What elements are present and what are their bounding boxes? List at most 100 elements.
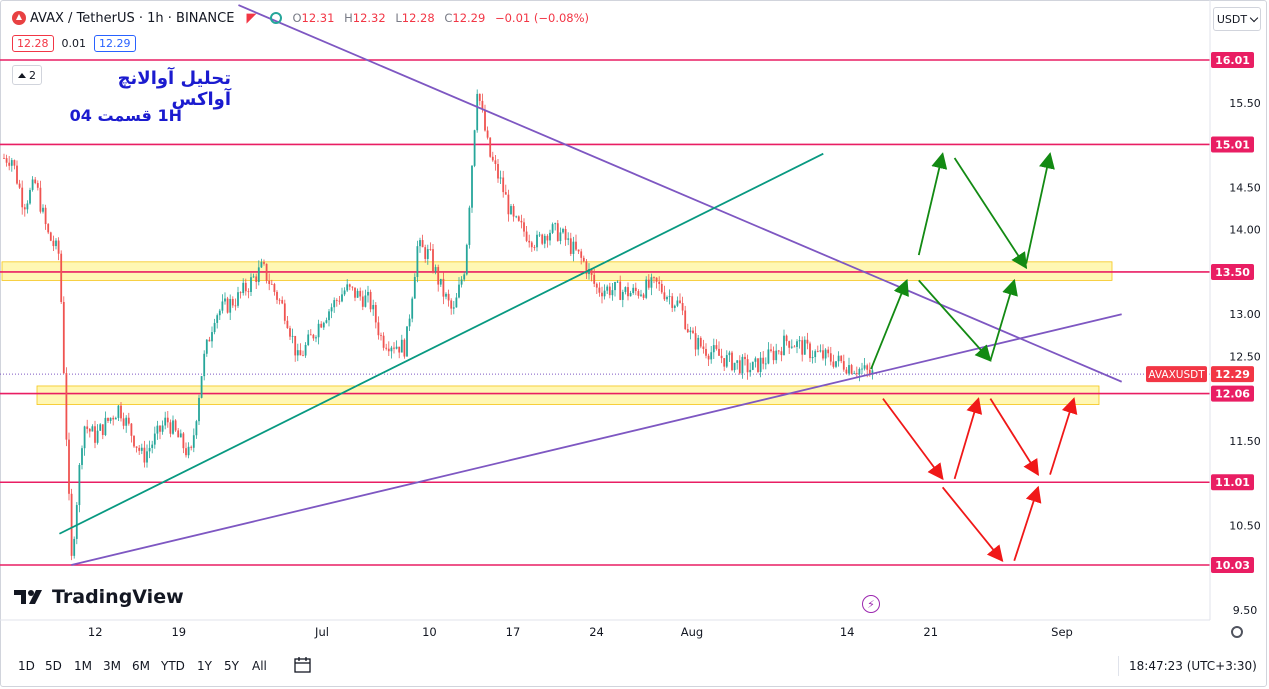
range-all-button[interactable]: All xyxy=(252,659,267,673)
bullish-arrow-5[interactable] xyxy=(989,278,1018,361)
range-ytd-button[interactable]: YTD xyxy=(161,659,185,673)
candle xyxy=(343,287,346,297)
bearish-arrow-1[interactable] xyxy=(953,397,983,480)
candle xyxy=(536,230,538,252)
price-zone-0[interactable] xyxy=(1,261,1113,281)
bearish-arrow-4[interactable] xyxy=(941,486,1004,563)
gear-icon[interactable] xyxy=(1231,626,1243,638)
range-5y-button[interactable]: 5Y xyxy=(224,659,239,673)
range-1d-button[interactable]: 1D xyxy=(18,659,35,673)
candle xyxy=(361,290,364,311)
range-3m-button[interactable]: 3M xyxy=(103,659,121,673)
candle-body xyxy=(234,305,237,307)
candle-body xyxy=(34,179,37,184)
candle xyxy=(564,225,567,246)
candle-body xyxy=(21,187,24,208)
candle-body xyxy=(588,269,590,275)
candle-body xyxy=(569,238,572,254)
candle xyxy=(473,129,476,168)
green-trendline[interactable] xyxy=(59,152,824,535)
clock[interactable]: 18:47:23 (UTC+3:30) xyxy=(1129,659,1257,673)
candle-body xyxy=(218,310,221,316)
candle xyxy=(806,332,809,350)
candle xyxy=(367,285,369,303)
candle xyxy=(801,336,804,362)
bearish-arrow-0[interactable] xyxy=(882,398,944,481)
candle xyxy=(689,326,692,340)
range-1m-button[interactable]: 1M xyxy=(74,659,92,673)
range-6m-button[interactable]: 6M xyxy=(132,659,150,673)
level-badge-1 xyxy=(1211,136,1254,153)
candle-body xyxy=(647,279,650,288)
price-zone-1[interactable] xyxy=(36,385,1100,405)
close-label: C xyxy=(444,11,453,25)
bearish-arrow-3[interactable] xyxy=(1049,397,1078,475)
candle-body xyxy=(153,433,156,445)
level-label-4: 11.01 xyxy=(1215,476,1250,489)
level-badge-4 xyxy=(1211,474,1254,491)
candle-body xyxy=(52,240,55,247)
candle-body xyxy=(312,334,315,339)
candle xyxy=(364,289,367,308)
candle-body xyxy=(601,292,603,297)
bullish-arrow-2[interactable] xyxy=(953,157,1028,270)
range-5d-button[interactable]: 5D xyxy=(45,659,62,673)
candle-body xyxy=(382,335,385,348)
bullish-arrow-0[interactable] xyxy=(870,278,909,370)
candle xyxy=(780,346,783,362)
bullish-arrow-4[interactable] xyxy=(918,279,992,362)
candle xyxy=(153,426,156,449)
candle-body xyxy=(260,262,263,268)
bullish-arrow-3[interactable] xyxy=(1025,152,1055,264)
candle xyxy=(151,440,154,454)
candle-body xyxy=(299,350,302,356)
time-tick-label: Sep xyxy=(1051,625,1073,639)
candle xyxy=(829,346,832,366)
candle-body xyxy=(257,267,260,282)
candle-body xyxy=(510,206,512,215)
tradingview-logo[interactable]: TradingView xyxy=(14,586,184,608)
candle xyxy=(211,326,213,348)
candle-body xyxy=(112,417,115,420)
candle xyxy=(195,419,198,439)
candle xyxy=(96,424,99,445)
bullish-arrow-1[interactable] xyxy=(917,152,948,256)
candle xyxy=(642,292,645,300)
price-tick-label: 12.50 xyxy=(1229,350,1261,363)
trendlines xyxy=(59,4,1123,566)
date-range-icon[interactable] xyxy=(293,656,313,674)
candle xyxy=(788,340,791,354)
symbol-badge xyxy=(1146,366,1207,383)
candle xyxy=(73,536,76,559)
candle xyxy=(60,250,63,304)
candle xyxy=(120,402,122,422)
buy-price-button[interactable]: 12.29 xyxy=(94,35,136,52)
candle-body xyxy=(611,290,614,296)
candle xyxy=(78,462,81,513)
candle xyxy=(400,334,403,353)
bearish-arrow-2[interactable] xyxy=(989,398,1039,477)
indicators-collapse-button[interactable]: 2 xyxy=(12,65,42,85)
lightning-icon[interactable]: ⚡ xyxy=(862,595,880,613)
candle xyxy=(426,244,429,265)
bearish-arrow-5[interactable] xyxy=(1013,485,1042,562)
candle xyxy=(530,240,533,252)
price-tick-label: 13.00 xyxy=(1229,308,1261,321)
candle-body xyxy=(590,269,593,275)
candle xyxy=(523,218,525,237)
analysis-title: تحلیل آوالانچ آواکس xyxy=(117,68,231,110)
candle xyxy=(187,442,190,459)
candle-body xyxy=(603,290,606,297)
candle-body xyxy=(291,335,294,337)
candle xyxy=(497,158,499,183)
candle xyxy=(351,286,354,291)
range-1y-button[interactable]: 1Y xyxy=(197,659,212,673)
currency-button[interactable]: USDT xyxy=(1213,7,1261,31)
candle-body xyxy=(861,368,863,370)
descending-trendline[interactable] xyxy=(238,4,1123,383)
sell-price-button[interactable]: 12.28 xyxy=(12,35,54,52)
ascending-trendline[interactable] xyxy=(71,313,1122,566)
symbol-title[interactable]: AVAX / TetherUS · 1h · BINANCE xyxy=(30,10,235,26)
candle xyxy=(484,104,486,132)
